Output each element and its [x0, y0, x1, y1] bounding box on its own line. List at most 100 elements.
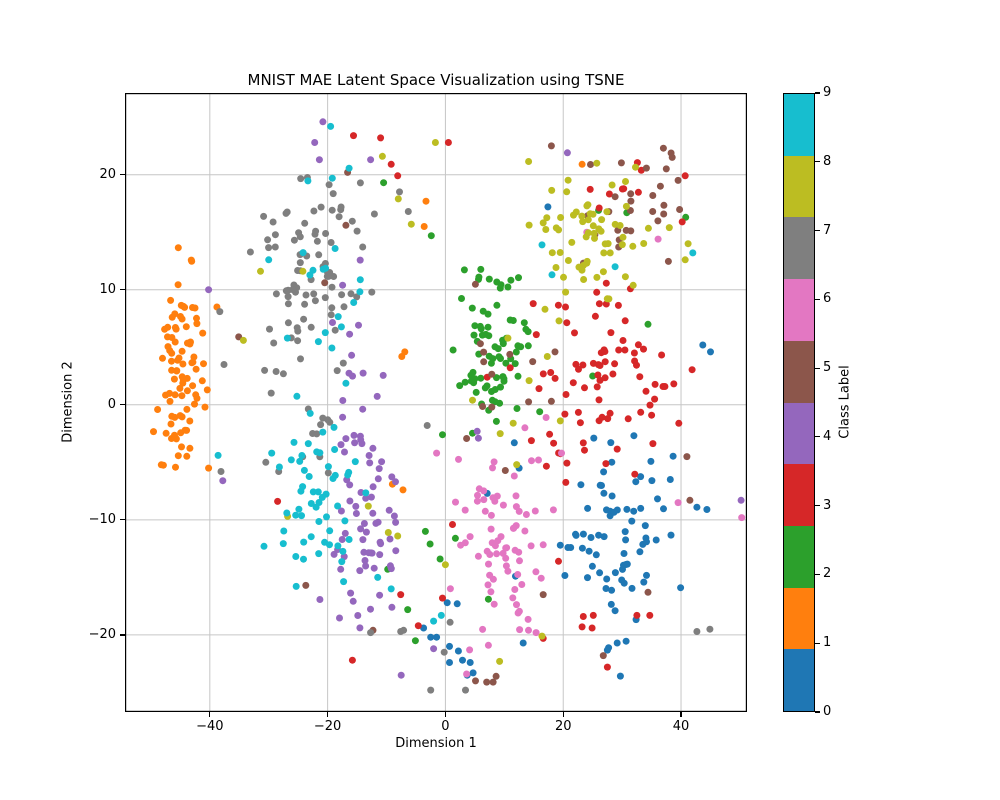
scatter-point-class-2 [507, 276, 515, 284]
scatter-point-class-8 [640, 240, 648, 247]
scatter-point-class-2 [491, 398, 499, 406]
scatter-point-class-9 [331, 245, 339, 252]
scatter-point-class-3 [631, 470, 639, 478]
y-tick-label: 0 [107, 396, 116, 412]
scatter-point-class-1 [183, 405, 191, 413]
scatter-point-class-7 [269, 218, 277, 226]
scatter-point-class-6 [493, 550, 501, 558]
scatter-point-class-6 [502, 544, 510, 552]
scatter-point-class-3 [621, 317, 629, 325]
scatter-point-class-3 [633, 361, 640, 369]
scatter-point-class-3 [678, 218, 686, 226]
scatter-point-class-2 [456, 382, 464, 390]
scatter-point-class-7 [397, 628, 405, 635]
scatter-point-class-4 [316, 596, 324, 603]
scatter-point-class-7 [301, 300, 309, 308]
scatter-point-class-8 [407, 220, 415, 228]
scatter-point-class-4 [345, 369, 353, 377]
scatter-point-class-5 [463, 435, 471, 442]
scatter-point-class-2 [468, 304, 476, 312]
scatter-point-class-2 [481, 384, 489, 392]
scatter-point-class-9 [334, 313, 342, 321]
scatter-point-class-9 [293, 392, 301, 400]
scatter-point-class-8 [582, 233, 590, 241]
scatter-point-class-7 [302, 291, 310, 299]
colorbar-label: Class Label [837, 365, 853, 439]
scatter-point-class-8 [538, 632, 546, 640]
scatter-point-class-9 [548, 271, 556, 279]
scatter-point-class-0 [622, 536, 630, 544]
scatter-point-class-8 [603, 295, 611, 303]
scatter-point-class-1 [173, 367, 181, 375]
scatter-point-class-4 [362, 562, 370, 570]
scatter-point-class-7 [404, 208, 412, 215]
scatter-point-class-7 [462, 686, 469, 694]
scatter-point-class-0 [587, 534, 595, 541]
scatter-point-class-7 [260, 212, 268, 220]
scatter-point-class-8 [556, 417, 564, 425]
scatter-point-class-3 [387, 160, 395, 168]
scatter-point-class-9 [337, 323, 345, 331]
scatter-point-class-6 [509, 594, 517, 602]
scatter-point-class-2 [589, 372, 597, 380]
scatter-point-class-0 [420, 624, 428, 632]
scatter-point-class-1 [200, 360, 207, 368]
scatter-point-class-5 [644, 588, 652, 596]
scatter-point-class-0 [622, 637, 630, 645]
scatter-point-class-7 [317, 421, 325, 429]
scatter-point-class-8 [616, 222, 624, 229]
scatter-point-class-4 [360, 520, 368, 527]
scatter-point-class-3 [646, 401, 654, 409]
scatter-point-class-4 [563, 149, 571, 157]
y-tick-mark [120, 174, 125, 176]
scatter-point-class-0 [603, 575, 611, 583]
x-tick-label: 0 [441, 719, 450, 734]
y-tick-label: 10 [99, 281, 116, 297]
scatter-point-class-1 [183, 387, 191, 395]
colorbar-segment-9 [784, 94, 814, 156]
scatter-point-class-4 [346, 481, 354, 489]
scatter-point-class-7 [294, 337, 302, 345]
scatter-point-class-2 [449, 346, 457, 354]
scatter-point-class-1 [191, 400, 198, 408]
scatter-point-class-0 [600, 533, 608, 541]
scatter-point-class-8 [543, 353, 551, 360]
scatter-point-class-5 [683, 453, 691, 461]
colorbar-segment-0 [784, 649, 814, 712]
scatter-point-class-8 [606, 249, 614, 257]
scatter-point-class-4 [366, 459, 374, 467]
scatter-point-class-8 [539, 219, 547, 227]
colorbar-segment-3 [784, 464, 814, 526]
scatter-point-class-4 [379, 371, 387, 379]
scatter-point-class-4 [367, 605, 374, 613]
scatter-point-class-6 [480, 487, 488, 495]
scatter-point-class-1 [168, 357, 175, 365]
scatter-point-class-8 [584, 201, 592, 209]
scatter-point-class-8 [556, 249, 564, 256]
scatter-point-class-8 [257, 267, 264, 275]
scatter-point-class-0 [628, 517, 636, 525]
scatter-point-class-9 [345, 164, 353, 172]
scatter-point-class-0 [561, 572, 569, 579]
scatter-point-class-3 [636, 373, 644, 381]
scatter-point-class-4 [341, 529, 349, 537]
scatter-point-class-3 [274, 497, 282, 505]
scatter-point-class-2 [471, 375, 479, 383]
scatter-point-class-2 [513, 405, 521, 412]
scatter-point-class-3 [642, 387, 650, 395]
scatter-point-class-5 [668, 153, 676, 161]
scatter-point-class-2 [475, 273, 483, 281]
scatter-point-class-7 [217, 468, 225, 475]
scatter-point-class-6 [504, 567, 512, 575]
scatter-point-class-5 [483, 678, 491, 686]
scatter-point-class-7 [319, 414, 327, 422]
colorbar-tick-label: 5 [823, 360, 832, 376]
scatter-point-class-1 [193, 314, 200, 322]
scatter-point-class-8 [552, 264, 560, 271]
scatter-point-class-7 [279, 370, 287, 378]
scatter-point-class-2 [477, 265, 485, 273]
scatter-point-class-6 [535, 456, 542, 464]
scatter-point-class-3 [562, 303, 569, 311]
scatter-point-class-4 [355, 321, 362, 329]
scatter-point-class-9 [268, 449, 276, 457]
